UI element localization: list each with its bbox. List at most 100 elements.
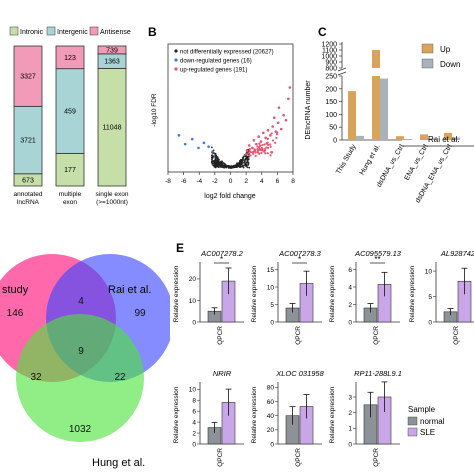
legend-intergenic: Intergenic — [57, 29, 88, 36]
volcano-point-up — [269, 134, 272, 137]
venn-rai-only: 99 — [134, 308, 146, 319]
volcano-point-ns — [245, 157, 248, 160]
legend-normal: normal — [420, 417, 445, 426]
volcano-point-ns — [220, 163, 222, 166]
deincrna-ytick-label: 50 — [329, 125, 337, 132]
expression-ytick-label: 15 — [267, 267, 275, 274]
volcano-point-ns — [214, 154, 217, 157]
deincrna-category-label: dsDNA_vs_Ctrl — [376, 143, 406, 188]
expression-ytick-label: 10 — [189, 387, 197, 394]
expression-ytick-label: 10 — [425, 268, 433, 275]
expression-ytick-label: 0 — [428, 319, 432, 326]
volcano-point-ns — [211, 154, 214, 157]
deincrna-category-label: Hung et al. — [359, 143, 382, 176]
volcano-point-ns — [241, 164, 244, 167]
expression-ytick-label: 0 — [348, 319, 352, 326]
volcano-plot: B -log10 FDR log2 fold change not differ… — [148, 25, 295, 200]
stacked-bar-value: 3327 — [20, 74, 36, 81]
volcano-point-ns — [214, 166, 217, 169]
expression-gene-title: AC095579.13 — [354, 249, 402, 258]
volcano-xtick-label: 4 — [260, 178, 264, 185]
volcano-point-down — [190, 137, 194, 141]
stacked-category-label: exon — [63, 199, 77, 206]
volcano-point-ns — [216, 156, 219, 159]
expression-ylabel: Relative expression — [173, 386, 180, 443]
volcano-point-down — [197, 146, 200, 150]
deincrna-ytick-label: 150 — [325, 99, 337, 106]
stacked-bar-value: 11048 — [103, 125, 122, 132]
volcano-point-up — [277, 106, 281, 109]
expression-ylabel: Relative expression — [251, 265, 258, 322]
deincrna-ytick-label: 1100 — [322, 48, 337, 55]
venn-hung-only: 1032 — [69, 424, 92, 435]
volcano-point-up — [265, 146, 268, 149]
volcano-point-up — [258, 152, 261, 155]
volcano-point-ns — [213, 164, 216, 167]
venn-set-rai: Rai et al. — [108, 284, 151, 296]
volcano-point-ns — [217, 160, 220, 163]
expression-ytick-label: 6 — [348, 267, 352, 274]
volcano-point-up — [247, 144, 251, 147]
expression-ytick-label: 2 — [348, 302, 352, 309]
volcano-point-up — [263, 149, 266, 152]
volcano-xtick-label: -8 — [165, 178, 171, 185]
expression-xlabel: QPCR — [373, 448, 380, 467]
rai-group-label: Rai et al. — [428, 135, 460, 144]
volcano-point-ns — [221, 160, 224, 163]
volcano-point-up — [252, 139, 256, 142]
volcano-point-ns — [211, 157, 213, 160]
expression-ytick-label: 10 — [189, 298, 197, 305]
stacked-bar-value: 1363 — [104, 59, 120, 66]
deincrna-bar-chart: C DEIncRNA number Up Down 0 50 100 150 200 25… — [305, 25, 474, 204]
volcano-point-up — [259, 144, 262, 147]
legend-swatch-up — [421, 43, 434, 54]
volcano-point-ns — [217, 166, 220, 168]
volcano-point-down — [207, 145, 210, 148]
expression-gene-title: AC007278.3 — [278, 249, 322, 258]
stacked-bar-value: 3721 — [20, 138, 36, 145]
expression-ytick-label: 0 — [270, 441, 274, 448]
venn-rai-hung: 22 — [114, 372, 126, 383]
expression-ytick-label: 2 — [192, 430, 196, 437]
legend-down: Down — [440, 60, 460, 69]
volcano-point-ns — [241, 157, 244, 159]
volcano-point-up — [247, 152, 251, 155]
legend-antisense: Antisense — [100, 29, 131, 36]
volcano-point-ns — [240, 165, 243, 168]
stacked-category-label: lncRNA — [17, 199, 40, 206]
volcano-point-ns — [215, 163, 217, 165]
expression-panel: XLOC 031958 Relative expression 0 20 40 60 80 Q… — [251, 369, 325, 467]
volcano-point-up — [245, 153, 248, 156]
volcano-point-ns — [217, 164, 220, 166]
volcano-legend-label: not differentially expressed (20627) — [180, 50, 274, 56]
stacked-bar-segment — [13, 105, 43, 175]
volcano-xlabel: log2 fold change — [204, 193, 255, 200]
volcano-point-ns — [228, 165, 231, 168]
panel-label-e: E — [176, 241, 184, 255]
volcano-point-ns — [239, 160, 242, 162]
expression-ytick-label: 5 — [428, 294, 432, 301]
deincrna-legend: Up Down — [421, 43, 460, 69]
deincrna-ytick-label: 800 — [325, 66, 337, 73]
deincrna-category-label: This Study — [335, 143, 358, 176]
deincrna-ytick-label: 900 — [325, 60, 337, 67]
stacked-bar-chart: Intronic Intergenic Antisense 673 3721 332… — [9, 26, 131, 206]
deincrna-bar — [372, 76, 380, 140]
expression-ytick-label: 0 — [192, 441, 196, 448]
volcano-point-up — [276, 131, 279, 134]
expression-ylabel: Relative expression — [251, 386, 258, 443]
expression-gene-title: AC007278.2 — [200, 249, 244, 258]
volcano-point-ns — [214, 158, 217, 161]
volcano-point-ns — [234, 164, 237, 167]
expression-ylabel: Relative expression — [329, 265, 336, 322]
legend-sle: SLE — [420, 428, 435, 437]
volcano-point-down — [177, 134, 181, 137]
volcano-point-ns — [210, 146, 213, 149]
stacked-bar-segment — [97, 45, 127, 55]
legend-swatch-sle — [407, 427, 418, 437]
expression-xlabel: QPCR — [295, 448, 302, 467]
legend-up: Up — [440, 45, 451, 54]
volcano-point-up — [265, 142, 268, 145]
volcano-point-up — [266, 146, 269, 149]
deincrna-bar — [452, 137, 460, 140]
